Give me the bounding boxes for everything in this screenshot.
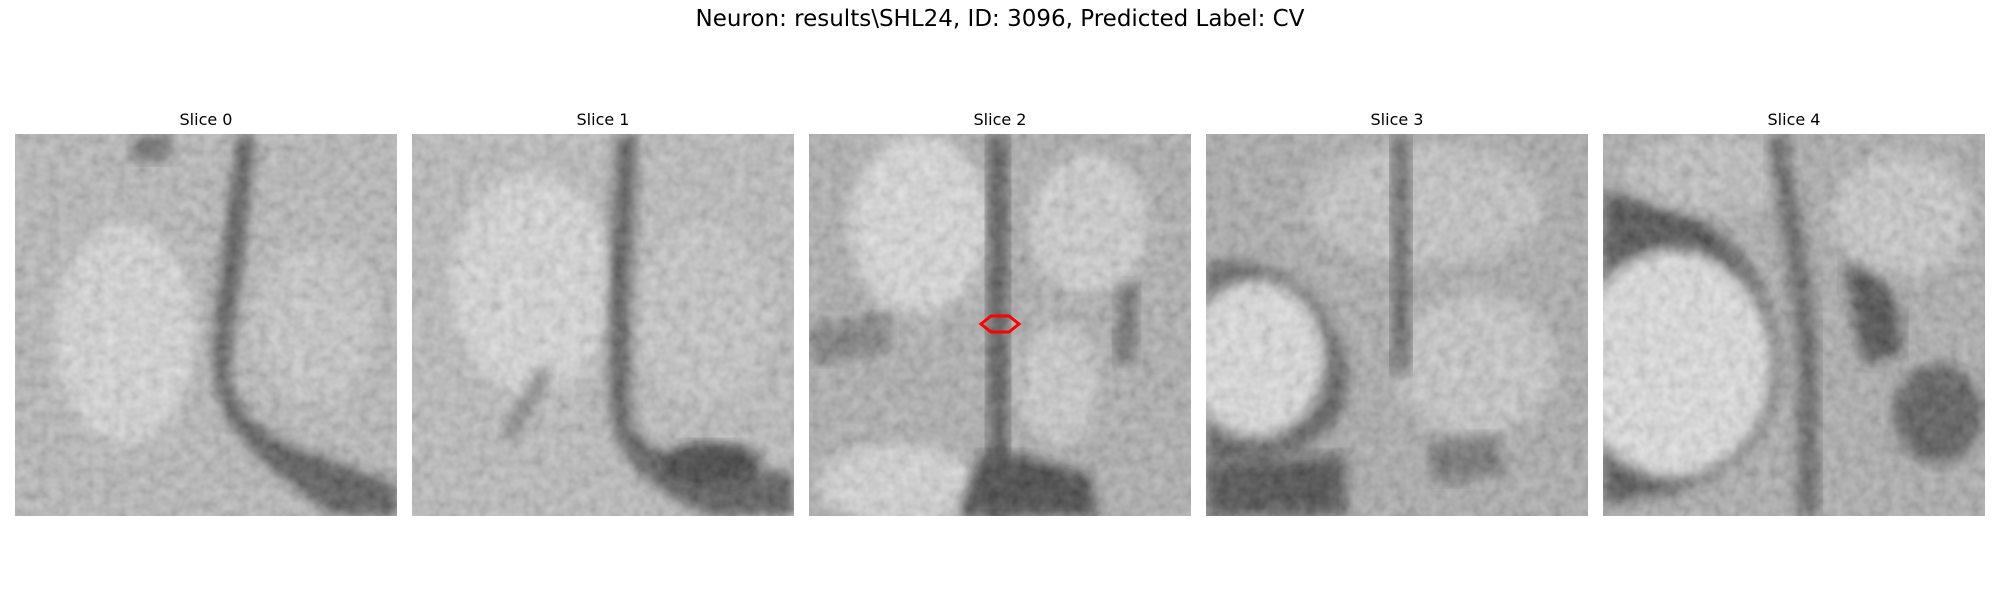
roi-marker: [978, 314, 1022, 334]
slice-image-3: [1206, 134, 1588, 516]
slice-title-1: Slice 1: [576, 110, 630, 129]
slice-panel-2: Slice 2: [809, 108, 1191, 516]
slice-image-2: [809, 134, 1191, 516]
slice-panel-4: Slice 4: [1603, 108, 1985, 516]
slice-panel-1: Slice 1: [412, 108, 794, 516]
slice-title-4: Slice 4: [1767, 110, 1821, 129]
slice-title-2: Slice 2: [973, 110, 1027, 129]
slice-image-4: [1603, 134, 1985, 516]
slice-image-1: [412, 134, 794, 516]
slice-title-0: Slice 0: [179, 110, 233, 129]
slice-image-0: [15, 134, 397, 516]
slice-panel-0: Slice 0: [15, 108, 397, 516]
figure-title: Neuron: results\SHL24, ID: 3096, Predict…: [695, 6, 1305, 32]
slice-title-3: Slice 3: [1370, 110, 1424, 129]
slice-panel-3: Slice 3: [1206, 108, 1588, 516]
